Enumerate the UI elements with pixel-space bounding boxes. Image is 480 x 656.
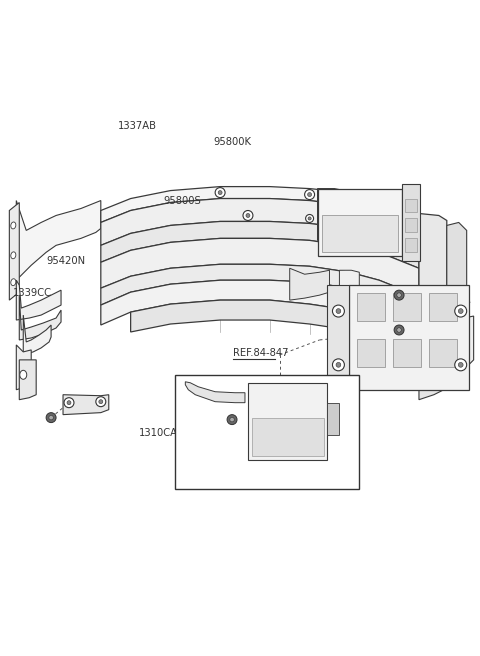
Circle shape bbox=[246, 213, 250, 218]
Ellipse shape bbox=[20, 371, 27, 379]
Circle shape bbox=[218, 191, 222, 195]
Circle shape bbox=[336, 309, 341, 314]
Polygon shape bbox=[16, 345, 31, 390]
Polygon shape bbox=[19, 360, 36, 400]
Text: 1339CC: 1339CC bbox=[13, 289, 52, 298]
Polygon shape bbox=[405, 218, 417, 232]
Polygon shape bbox=[101, 264, 419, 312]
Circle shape bbox=[458, 309, 463, 314]
Polygon shape bbox=[9, 203, 19, 300]
Bar bbox=[322, 215, 398, 253]
Polygon shape bbox=[185, 382, 245, 403]
Circle shape bbox=[308, 193, 312, 197]
Polygon shape bbox=[405, 238, 417, 253]
Bar bbox=[429, 339, 457, 367]
Bar bbox=[175, 375, 360, 489]
Text: 95800S: 95800S bbox=[164, 195, 202, 205]
Circle shape bbox=[336, 363, 341, 367]
Text: 95480A: 95480A bbox=[331, 304, 369, 315]
Circle shape bbox=[308, 217, 311, 220]
Circle shape bbox=[67, 401, 71, 405]
Text: 1337AB: 1337AB bbox=[118, 121, 157, 131]
Bar bbox=[357, 339, 385, 367]
Polygon shape bbox=[290, 268, 329, 300]
Polygon shape bbox=[327, 403, 339, 434]
Polygon shape bbox=[419, 350, 447, 400]
Text: 1310CA: 1310CA bbox=[139, 428, 178, 438]
Circle shape bbox=[394, 325, 404, 335]
Polygon shape bbox=[419, 213, 447, 355]
Ellipse shape bbox=[11, 252, 16, 258]
Circle shape bbox=[46, 413, 56, 422]
Bar bbox=[429, 293, 457, 321]
Text: 95800K: 95800K bbox=[214, 137, 252, 147]
Polygon shape bbox=[318, 188, 344, 240]
Polygon shape bbox=[131, 300, 419, 355]
Circle shape bbox=[215, 188, 225, 197]
Circle shape bbox=[230, 417, 234, 422]
Polygon shape bbox=[447, 316, 474, 370]
Circle shape bbox=[397, 328, 401, 332]
Polygon shape bbox=[402, 184, 420, 261]
Polygon shape bbox=[339, 270, 360, 310]
Circle shape bbox=[333, 359, 344, 371]
Polygon shape bbox=[327, 285, 349, 390]
Polygon shape bbox=[16, 201, 101, 280]
Circle shape bbox=[397, 293, 401, 297]
Circle shape bbox=[455, 359, 467, 371]
Bar bbox=[393, 293, 421, 321]
Text: 95420N: 95420N bbox=[47, 256, 86, 266]
Bar bbox=[349, 285, 468, 390]
Circle shape bbox=[99, 400, 103, 403]
Circle shape bbox=[49, 415, 53, 420]
Polygon shape bbox=[23, 315, 51, 355]
Circle shape bbox=[394, 290, 404, 300]
Circle shape bbox=[455, 305, 467, 317]
Text: 1018AD: 1018AD bbox=[188, 428, 228, 438]
Circle shape bbox=[243, 211, 253, 220]
Polygon shape bbox=[101, 199, 419, 251]
Polygon shape bbox=[405, 199, 417, 213]
Circle shape bbox=[305, 190, 314, 199]
Polygon shape bbox=[101, 280, 419, 332]
Ellipse shape bbox=[11, 222, 16, 229]
Circle shape bbox=[96, 397, 106, 407]
Polygon shape bbox=[101, 186, 419, 226]
Bar bbox=[248, 382, 327, 461]
Text: REF.84-847: REF.84-847 bbox=[233, 348, 288, 358]
Circle shape bbox=[333, 305, 344, 317]
Ellipse shape bbox=[11, 279, 16, 285]
Text: 1125GB: 1125GB bbox=[390, 291, 431, 300]
Bar bbox=[393, 339, 421, 367]
Circle shape bbox=[306, 215, 313, 222]
Text: 95401M: 95401M bbox=[297, 388, 337, 398]
Bar bbox=[357, 293, 385, 321]
Polygon shape bbox=[19, 295, 61, 340]
Circle shape bbox=[64, 398, 74, 407]
Bar bbox=[252, 418, 324, 457]
Polygon shape bbox=[101, 222, 419, 268]
Polygon shape bbox=[101, 238, 419, 295]
Circle shape bbox=[458, 363, 463, 367]
Polygon shape bbox=[447, 222, 467, 340]
Bar bbox=[318, 188, 402, 256]
Polygon shape bbox=[16, 280, 61, 320]
Text: 1339CC: 1339CC bbox=[390, 315, 429, 325]
Polygon shape bbox=[63, 395, 109, 415]
Circle shape bbox=[227, 415, 237, 424]
